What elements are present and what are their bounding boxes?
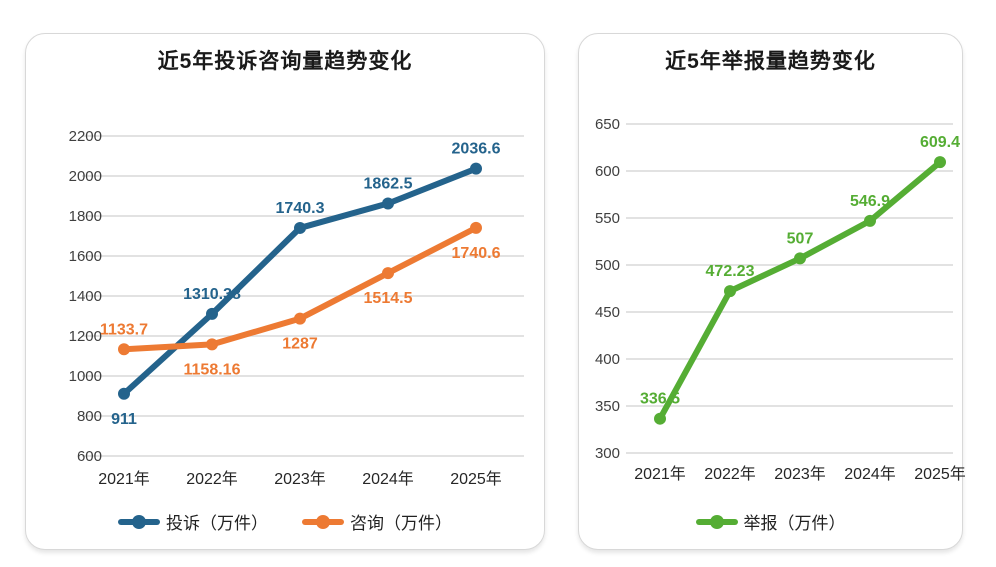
data-point xyxy=(793,252,806,265)
data-point xyxy=(382,197,394,210)
data-label: 1310.38 xyxy=(183,286,241,303)
y-tick-label: 2200 xyxy=(69,128,102,145)
y-tick-label: 300 xyxy=(594,445,619,462)
card-complaints-consultations: 近5年投诉咨询量趋势变化 2200 2000 1800 1600 1400 1200 100… xyxy=(25,33,545,550)
legend-item-complaints: 投诉（万件） xyxy=(118,509,268,534)
legend-item-consultations: 咨询（万件） xyxy=(302,509,452,534)
x-tick-label: 2021年 xyxy=(634,465,686,483)
data-label: 1514.5 xyxy=(364,290,413,307)
data-point xyxy=(470,162,482,175)
data-label: 1133.7 xyxy=(100,321,148,338)
y-axis-ticks: 650 600 550 500 450 400 350 300 xyxy=(594,116,619,462)
x-tick-label: 2025年 xyxy=(450,470,502,488)
data-label: 336.5 xyxy=(639,391,679,408)
x-tick-label: 2021年 xyxy=(98,470,150,488)
gridlines xyxy=(82,135,524,457)
y-tick-label: 1200 xyxy=(69,328,102,345)
y-tick-label: 800 xyxy=(77,408,102,425)
legend-line-marker-icon xyxy=(302,514,344,529)
legend-label: 咨询（万件） xyxy=(350,514,452,533)
legend-dot-icon xyxy=(316,514,330,529)
data-label: 1287 xyxy=(282,336,318,353)
legend-dot-icon xyxy=(132,514,146,529)
chart-title-reports: 近5年举报量趋势变化 xyxy=(665,50,876,73)
x-tick-label: 2022年 xyxy=(704,465,756,483)
y-tick-label: 600 xyxy=(594,163,619,180)
legend-label: 举报（万件） xyxy=(743,514,846,533)
y-tick-label: 2000 xyxy=(69,168,102,185)
series-labels-reports: 336.5 472.23 507 546.9 609.4 xyxy=(639,134,959,408)
series-line-consultations xyxy=(121,224,479,353)
data-label: 546.9 xyxy=(849,193,889,210)
y-tick-label: 600 xyxy=(77,448,102,465)
y-tick-label: 450 xyxy=(594,304,619,321)
data-point xyxy=(933,156,946,169)
data-point xyxy=(653,412,666,425)
y-axis-ticks: 2200 2000 1800 1600 1400 1200 1000 800 600 xyxy=(69,128,102,465)
data-label: 1740.3 xyxy=(276,200,325,217)
x-tick-label: 2024年 xyxy=(362,470,414,488)
data-point xyxy=(294,221,306,234)
x-tick-label: 2022年 xyxy=(186,470,238,488)
x-tick-label: 2025年 xyxy=(914,465,966,483)
data-label: 1740.6 xyxy=(452,245,501,262)
data-point xyxy=(382,267,394,280)
series-points-complaints xyxy=(118,162,482,400)
data-point xyxy=(294,312,306,325)
data-point xyxy=(863,214,876,227)
y-tick-label: 500 xyxy=(594,257,619,274)
data-label: 472.23 xyxy=(705,263,754,280)
legend-item-reports: 举报（万件） xyxy=(695,509,846,534)
x-axis-labels: 2021年 2022年 2023年 2024年 2025年 xyxy=(634,465,966,483)
legend-dot-icon xyxy=(709,514,724,529)
series-labels-complaints: 911 1310.38 1740.3 1862.5 2036.6 xyxy=(111,141,500,428)
series-line-reports xyxy=(656,159,943,422)
gridlines xyxy=(625,123,953,454)
y-tick-label: 350 xyxy=(594,398,619,415)
chart-legend: 举报（万件） xyxy=(695,509,846,534)
data-label: 1158.16 xyxy=(184,361,241,378)
chart-legend: 投诉（万件） 咨询（万件） xyxy=(118,509,452,534)
card-reports: 近5年举报量趋势变化 650 600 550 500 450 400 350 300 2021年… xyxy=(578,33,965,550)
series-points-consultations xyxy=(118,221,482,356)
y-tick-label: 400 xyxy=(594,351,619,368)
data-label: 1862.5 xyxy=(364,176,413,193)
y-tick-label: 650 xyxy=(594,116,619,133)
x-tick-label: 2023年 xyxy=(774,465,826,483)
x-tick-label: 2023年 xyxy=(274,470,326,488)
y-tick-label: 1000 xyxy=(69,368,102,385)
data-label: 911 xyxy=(111,411,137,428)
series-points-reports xyxy=(653,156,946,425)
x-axis-labels: 2021年 2022年 2023年 2024年 2025年 xyxy=(98,470,502,488)
y-tick-label: 1800 xyxy=(69,208,102,225)
data-point xyxy=(723,285,736,298)
legend-label: 投诉（万件） xyxy=(166,514,268,533)
data-point xyxy=(206,307,218,320)
legend-line-marker-icon xyxy=(695,514,738,529)
data-label: 609.4 xyxy=(919,134,959,151)
y-tick-label: 1400 xyxy=(69,288,102,305)
data-point xyxy=(118,343,130,356)
y-tick-label: 1600 xyxy=(69,248,102,265)
data-point xyxy=(470,221,482,234)
x-tick-label: 2024年 xyxy=(844,465,896,483)
chart-title-complaints-consultations: 近5年投诉咨询量趋势变化 xyxy=(157,50,413,73)
data-label: 507 xyxy=(786,230,813,247)
data-point xyxy=(118,387,130,400)
data-label: 2036.6 xyxy=(452,141,501,158)
y-tick-label: 550 xyxy=(594,210,619,227)
series-labels-consultations: 1133.7 1158.16 1287 1514.5 1740.6 xyxy=(100,245,501,378)
data-point xyxy=(206,338,218,351)
legend-line-marker-icon xyxy=(118,514,160,529)
